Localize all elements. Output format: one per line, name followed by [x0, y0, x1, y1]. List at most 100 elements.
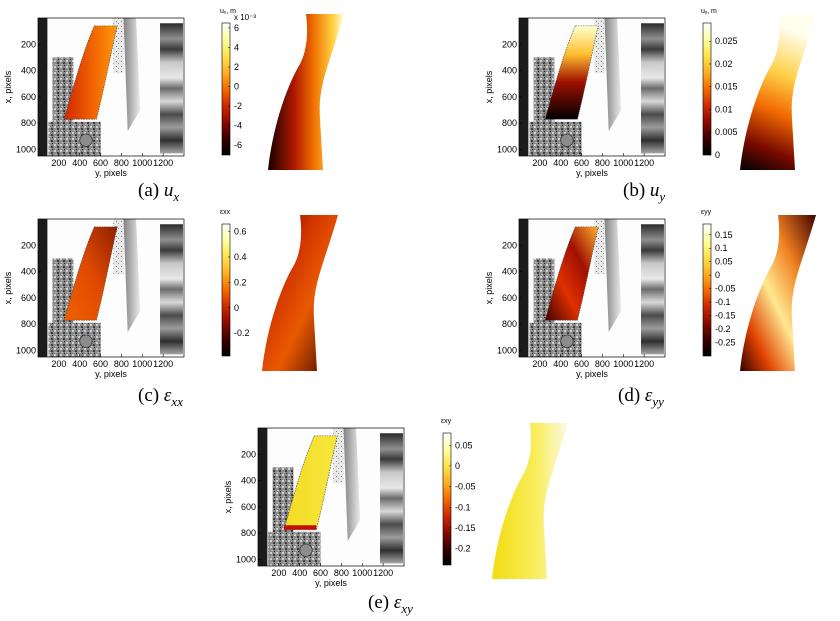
upper-right-grip: [333, 428, 344, 484]
y-tick-label: 200: [21, 39, 36, 49]
upper-right-grip: [594, 18, 605, 74]
colorbar-title: εyy: [701, 209, 712, 216]
left-clamp-shadow: [519, 18, 529, 156]
caption-c-subscript: xx: [171, 393, 183, 409]
x-tick-label: 800: [595, 158, 610, 168]
right-clamp-shade: [604, 219, 622, 333]
specimen-overlay: [544, 226, 599, 321]
caption-a: (a) ux: [138, 180, 179, 205]
left-clamp-shadow: [38, 18, 48, 156]
colorbar-tick-label: 0.015: [715, 82, 738, 92]
colorbar-tick-label: -0.1: [455, 502, 471, 512]
deformed-contour-plot: [740, 215, 816, 371]
x-tick-label: 600: [313, 568, 328, 578]
x-tick-label: 600: [93, 158, 108, 168]
colorbar-tick-label: 0.02: [715, 59, 733, 69]
x-axis-label: y, pixels: [95, 369, 127, 379]
x-axis-label: y, pixels: [315, 578, 347, 588]
grip-bolt: [79, 133, 93, 147]
right-clamp-shade: [343, 428, 361, 542]
axes-frame: [37, 218, 185, 358]
x-tick-label: 1200: [373, 568, 393, 578]
caption-e-label: (e): [368, 592, 390, 613]
colorbar: [221, 223, 231, 357]
axes-frame: [257, 427, 405, 567]
x-tick-label: 1200: [153, 359, 173, 369]
bottom-grip-block: [48, 121, 101, 156]
caption-c: (c) εxx: [138, 385, 183, 410]
y-tick-label: 1000: [16, 345, 36, 355]
colorbar-tick-label: 2: [234, 62, 239, 72]
y-tick-label: 1000: [236, 554, 256, 564]
caption-d-label: (d): [618, 385, 641, 406]
right-clamp-shade: [123, 18, 141, 132]
x-axis-label: y, pixels: [576, 168, 608, 178]
colorbar-tick-label: 0: [234, 82, 239, 92]
grip-bolt: [560, 133, 574, 147]
bottom-grip-block: [268, 531, 321, 566]
x-axis-label: y, pixels: [95, 168, 127, 178]
caption-a-label: (a): [138, 180, 160, 201]
x-tick-label: 1000: [613, 158, 633, 168]
colorbar-tick-label: 0.01: [715, 104, 733, 114]
caption-b-subscript: y: [659, 188, 666, 204]
colorbar-tick-label: 0.1: [715, 243, 728, 253]
colorbar: [442, 432, 452, 566]
right-clamp-shade: [604, 18, 622, 132]
x-tick-label: 1200: [153, 158, 173, 168]
colorbar-tick-label: -0.2: [715, 324, 731, 334]
calibration-strip: [160, 224, 183, 355]
caption-a-subscript: x: [173, 188, 180, 204]
y-axis-label: x, pixels: [3, 271, 13, 304]
colorbar-tick-label: 0: [455, 461, 460, 471]
colorbar-tick-label: -2: [234, 101, 242, 111]
deformed-contour-plot: [492, 423, 568, 579]
lower-edge-band: [284, 525, 317, 530]
caption-d: (d) εyy: [618, 385, 664, 410]
y-tick-label: 800: [21, 118, 36, 128]
x-tick-label: 600: [574, 359, 589, 369]
specimen-overlay: [544, 25, 599, 120]
colorbar-tick-label: -0.25: [715, 338, 736, 348]
y-axis-label: x, pixels: [223, 480, 233, 513]
caption-e: (e) εxy: [368, 592, 413, 617]
colorbar-tick-label: 0.05: [455, 440, 473, 450]
colorbar-title: uᵧ, m: [701, 8, 717, 15]
specimen-overlay: [63, 25, 118, 120]
x-tick-label: 800: [595, 359, 610, 369]
colorbar: [702, 223, 712, 357]
x-tick-label: 1000: [352, 568, 372, 578]
x-tick-label: 1200: [634, 359, 654, 369]
y-tick-label: 1000: [497, 144, 517, 154]
x-tick-label: 600: [574, 158, 589, 168]
caption-e-symbol: ε: [393, 592, 402, 613]
deformed-contour-plot: [262, 215, 338, 371]
x-tick-label: 1000: [613, 359, 633, 369]
x-tick-label: 400: [553, 359, 568, 369]
left-clamp-shadow: [38, 219, 48, 357]
left-clamp-shadow: [258, 428, 268, 566]
upper-right-grip: [594, 219, 605, 275]
caption-a-symbol: u: [163, 180, 174, 201]
colorbar-tick-label: -0.05: [715, 284, 736, 294]
caption-b-symbol: u: [649, 180, 660, 201]
left-clamp-shadow: [519, 219, 529, 357]
colorbar-tick-label: 0.025: [715, 36, 738, 46]
grip-bolt: [79, 334, 93, 348]
grip-bolt: [560, 334, 574, 348]
y-tick-label: 200: [502, 240, 517, 250]
caption-d-subscript: yy: [652, 393, 664, 409]
x-tick-label: 800: [114, 359, 129, 369]
right-clamp-shade: [123, 219, 141, 333]
colorbar-tick-label: 4: [234, 42, 239, 52]
colorbar-tick-label: -0.1: [715, 297, 731, 307]
colorbar-tick-label: -0.2: [455, 544, 471, 554]
colorbar: [702, 22, 712, 156]
colorbar-tick-label: -0.05: [455, 482, 476, 492]
colorbar-tick-label: 0.05: [715, 257, 733, 267]
y-tick-label: 600: [241, 502, 256, 512]
caption-c-symbol: ε: [163, 385, 172, 406]
colorbar-tick-label: -0.2: [234, 328, 250, 338]
